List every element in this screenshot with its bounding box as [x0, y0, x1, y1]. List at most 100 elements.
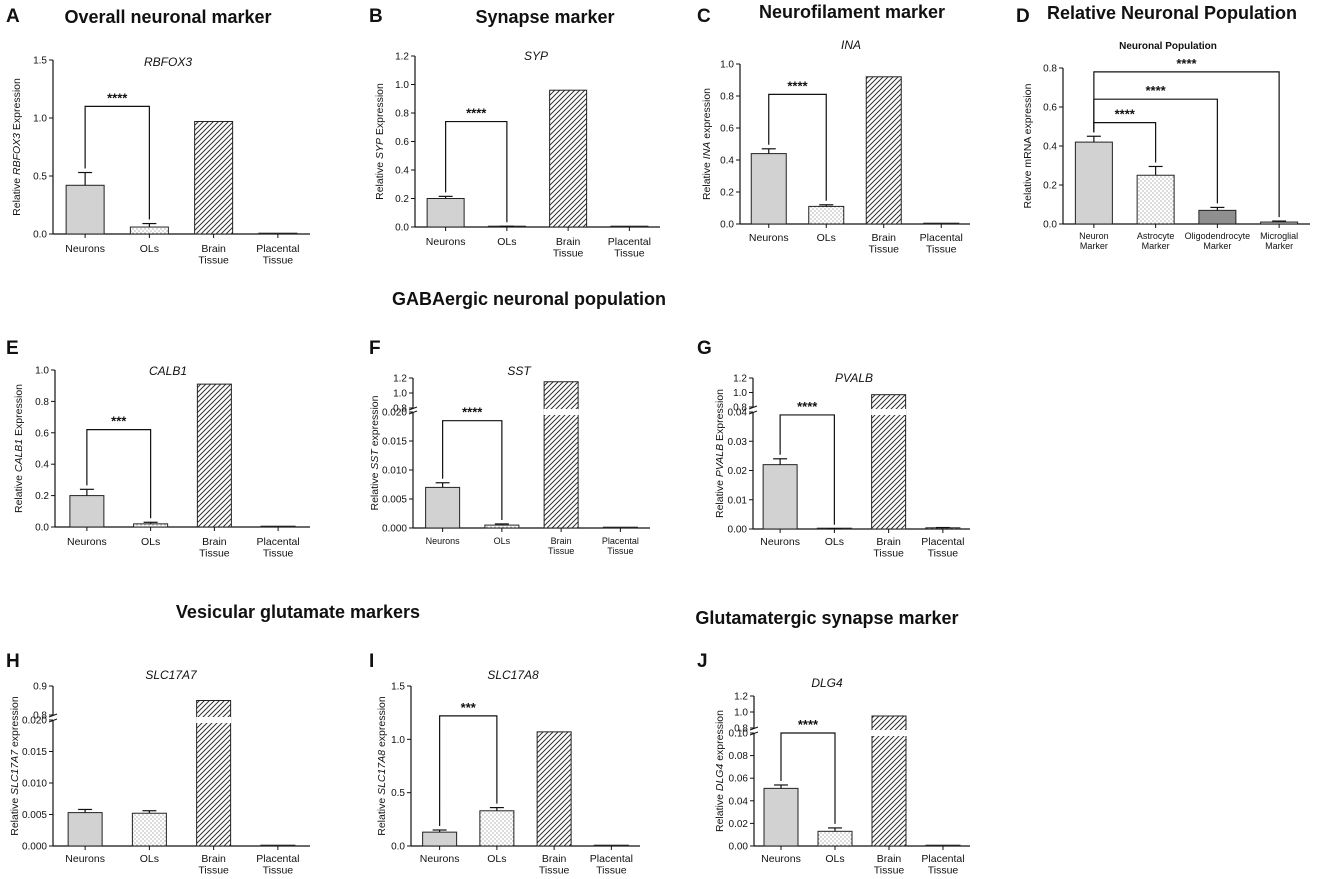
y-tick-label: 0.03	[728, 437, 748, 448]
bar-3	[196, 700, 232, 847]
y-tick-label: 0.9	[33, 682, 47, 693]
significance-stars: ****	[466, 106, 487, 121]
bar-1	[425, 486, 461, 529]
panel-title: Overall neuronal marker	[64, 7, 271, 27]
y-axis-label: Relative SLC17A7 expression	[9, 696, 21, 836]
y-tick-label: 0.0	[35, 523, 49, 534]
section-title-glut-synapse: Glutamatergic synapse marker	[695, 608, 958, 628]
y-tick-label: 1.0	[35, 366, 49, 377]
category-label: Placental	[256, 853, 299, 865]
bar-3	[536, 731, 572, 847]
y-label-gene: DLG4	[714, 764, 726, 792]
category-label: Placental	[590, 853, 633, 865]
y-tick-label: 0.2	[720, 188, 734, 199]
panel-letter: J	[697, 651, 708, 672]
y-tick-label: 0.000	[22, 842, 47, 853]
bar-4	[923, 222, 960, 225]
category-label: Placental	[921, 853, 964, 865]
category-label: Brain	[871, 232, 896, 244]
bar-2	[479, 810, 515, 847]
bar-break-gap	[543, 409, 579, 415]
y-tick-label: 0.00	[729, 842, 749, 853]
y-tick-label: 0.5	[391, 788, 405, 799]
y-tick-label: 0.4	[395, 166, 409, 177]
y-tick-label: 0.2	[395, 194, 409, 205]
bar-3	[543, 381, 579, 529]
category-label: Oligodendrocyte	[1185, 231, 1251, 241]
y-label-part: expression	[9, 696, 21, 750]
category-label: Neurons	[760, 536, 800, 548]
category-label: OLs	[497, 236, 516, 248]
significance-stars: ****	[1176, 56, 1197, 71]
bar-3	[865, 76, 902, 225]
category-label: Neurons	[761, 853, 801, 865]
y-label-gene: SLC17A8	[376, 750, 388, 795]
y-label-gene: SYP	[374, 138, 386, 159]
category-label: Placental	[921, 536, 964, 548]
category-label: Marker	[1142, 241, 1170, 251]
category-label: Tissue	[873, 548, 904, 560]
bar-1	[763, 787, 799, 847]
gene-label: PVALB	[835, 371, 873, 385]
y-tick-label: 0.00	[728, 525, 748, 536]
significance-bracket	[445, 120, 508, 223]
y-tick-label: 0.000	[382, 524, 407, 535]
bar-3	[196, 383, 232, 528]
y-tick-label: 1.2	[395, 52, 409, 63]
y-label-part: Expression	[714, 389, 726, 444]
y-label-gene: SLC17A7	[9, 749, 21, 795]
y-label-gene: SST	[369, 448, 381, 470]
y-tick-label: 0.4	[35, 460, 49, 471]
bar-4	[1260, 221, 1299, 225]
category-label: Tissue	[198, 255, 229, 267]
category-label: OLs	[141, 536, 160, 548]
significance-bracket	[86, 429, 152, 519]
category-label: Brain	[542, 853, 567, 865]
y-axis-label: Relative SLC17A8 expression	[376, 696, 388, 836]
bar-1	[67, 812, 103, 847]
category-label: Neurons	[426, 536, 461, 546]
category-label: OLs	[825, 853, 844, 865]
y-label-part: expression	[701, 88, 713, 142]
significance-stars: ****	[797, 399, 818, 414]
gene-label: SST	[507, 364, 532, 378]
y-tick-label: 0.08	[729, 751, 749, 762]
y-tick-label: 0.020	[22, 716, 47, 727]
panel-letter: E	[6, 338, 19, 359]
category-label: Tissue	[596, 865, 627, 877]
y-label-part: Relative	[701, 159, 713, 200]
y-label-gene: INA	[701, 142, 713, 160]
y-label-part: expression	[714, 710, 726, 764]
y-tick-label: 0.02	[729, 819, 749, 830]
bar-4	[258, 232, 298, 235]
panel-letter: F	[369, 338, 381, 359]
y-tick-label: 0.015	[382, 437, 407, 448]
gene-label: SYP	[524, 49, 548, 63]
y-tick-label: 0.8	[35, 397, 49, 408]
y-tick-label: 0.6	[35, 428, 49, 439]
panel-title: Synapse marker	[475, 7, 614, 27]
y-tick-label: 0.8	[393, 404, 407, 415]
bar-2	[131, 812, 167, 847]
category-label: Tissue	[548, 546, 574, 556]
y-tick-label: 1.0	[393, 389, 407, 400]
y-axis-label: Relative SST expression	[369, 395, 381, 510]
category-label: Marker	[1203, 241, 1231, 251]
category-label: Placental	[608, 236, 651, 248]
bar-break-gap	[871, 409, 907, 415]
significance-stars: ***	[111, 414, 127, 429]
significance-stars: ****	[787, 78, 808, 93]
y-tick-label: 0.0	[720, 220, 734, 231]
y-axis-label: Relative INA expression	[701, 88, 713, 200]
y-tick-label: 1.0	[395, 80, 409, 91]
y-tick-label: 0.04	[729, 796, 749, 807]
category-label: OLs	[817, 232, 836, 244]
bar-4	[602, 526, 638, 529]
bar-break-gap	[196, 717, 232, 723]
category-label: Tissue	[614, 248, 645, 260]
y-axis-label: Relative mRNA expression	[1022, 83, 1034, 208]
significance-bracket	[768, 93, 827, 201]
